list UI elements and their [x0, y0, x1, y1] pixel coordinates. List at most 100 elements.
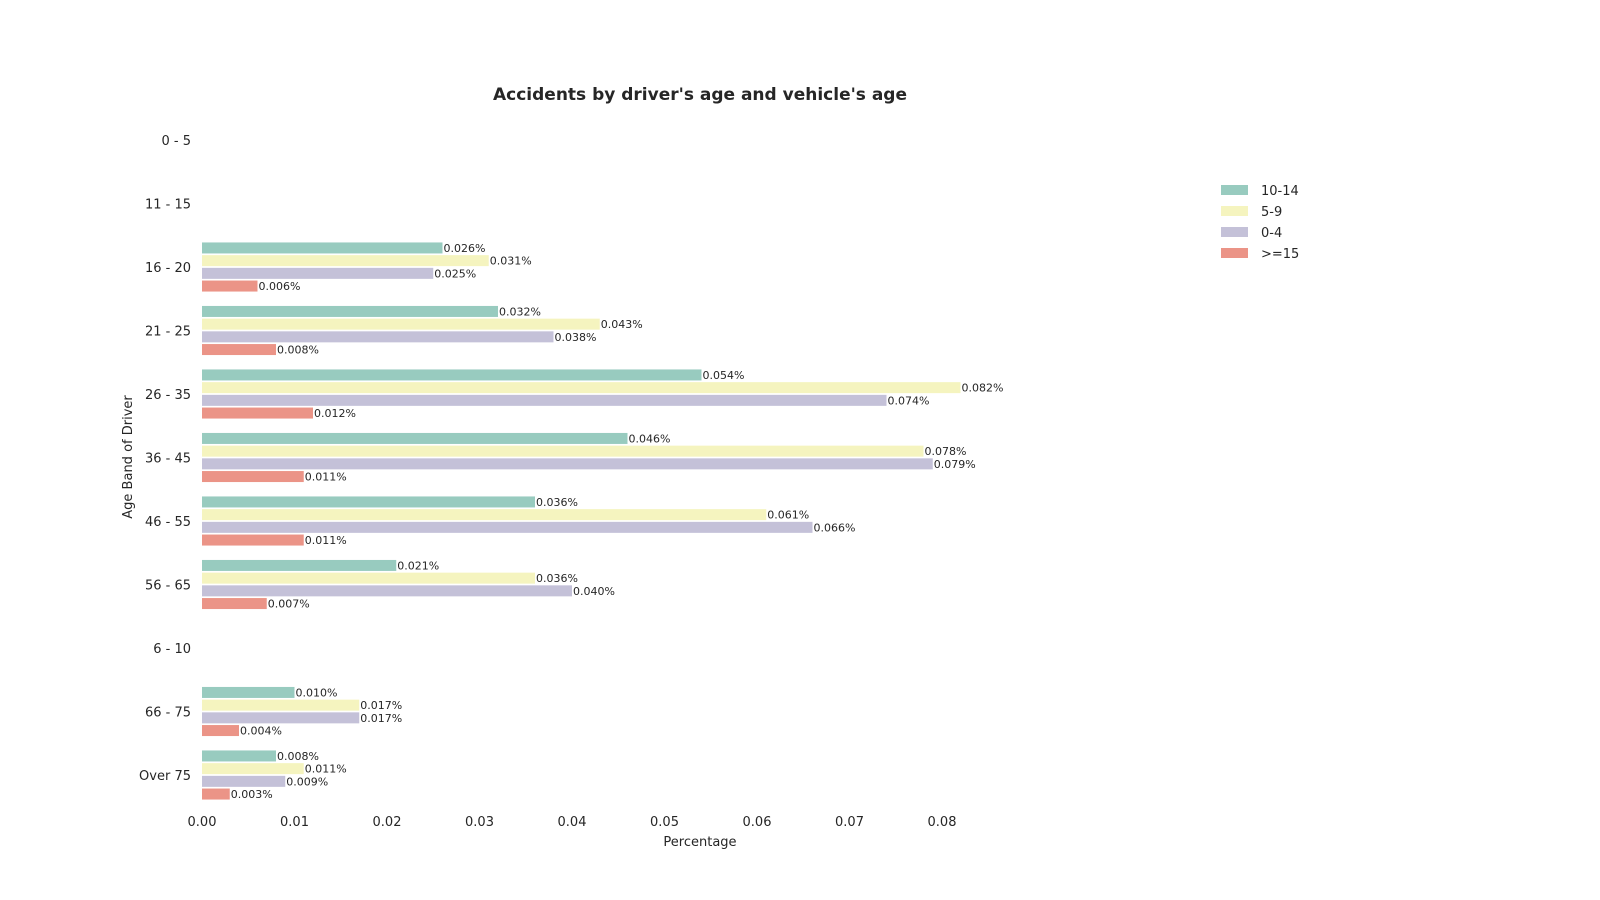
y-tick-label: 21 - 25	[145, 325, 191, 340]
bar-value-label: 0.082%	[962, 382, 1004, 395]
x-tick-label: 0.07	[835, 815, 864, 830]
bar-value-label: 0.032%	[499, 305, 541, 318]
bar	[202, 255, 489, 267]
x-tick-label: 0.06	[743, 815, 772, 830]
y-tick-label: 36 - 45	[145, 452, 191, 467]
bar-labels: 0.026% 0.031% 0.025% 0.006% 0.032% 0.043% 0.03…	[231, 242, 1004, 801]
bar-value-label: 0.031%	[490, 255, 532, 268]
bar	[202, 496, 535, 508]
bar-value-label: 0.017%	[360, 699, 402, 712]
bar-value-label: 0.003%	[231, 788, 273, 801]
x-axis-label: Percentage	[663, 835, 736, 850]
bar-value-label: 0.036%	[536, 572, 578, 585]
bar	[202, 458, 933, 470]
bar	[202, 598, 267, 610]
bars	[202, 242, 961, 800]
bar-value-label: 0.010%	[296, 686, 338, 699]
bar	[202, 788, 230, 800]
bar-value-label: 0.061%	[767, 509, 809, 522]
bar	[202, 572, 535, 584]
y-tick-label: 26 - 35	[145, 388, 191, 403]
bar	[202, 725, 239, 737]
bar-value-label: 0.008%	[277, 344, 319, 357]
bar	[202, 344, 276, 356]
bar	[202, 750, 276, 762]
bar	[202, 445, 924, 457]
bar-value-label: 0.054%	[703, 369, 745, 382]
bar-value-label: 0.074%	[888, 394, 930, 407]
y-tick-label: 11 - 15	[145, 198, 191, 213]
y-axis-label: Age Band of Driver	[121, 395, 136, 519]
y-tick-label: 6 - 10	[153, 642, 191, 657]
bar-value-label: 0.008%	[277, 750, 319, 763]
bar-value-label: 0.038%	[555, 331, 597, 344]
bar	[202, 712, 360, 724]
bar	[202, 559, 397, 571]
y-tick-label: Over 75	[139, 769, 191, 784]
bar-value-label: 0.006%	[259, 280, 301, 293]
y-axis-ticks: 0 - 5 11 - 15 16 - 20 21 - 25 26 - 35 36 - 45…	[139, 134, 191, 784]
x-tick-label: 0.05	[650, 815, 679, 830]
bar-value-label: 0.079%	[934, 458, 976, 471]
legend: 10-14 5-9 0-4 >=15	[1221, 184, 1299, 262]
bar-value-label: 0.046%	[629, 432, 671, 445]
bar	[202, 280, 258, 292]
chart-title: Accidents by driver's age and vehicle's …	[493, 85, 907, 105]
bar-value-label: 0.012%	[314, 407, 356, 420]
bar	[202, 394, 887, 406]
x-tick-label: 0.03	[465, 815, 494, 830]
bar	[202, 775, 286, 787]
bar	[202, 585, 572, 597]
bar-value-label: 0.025%	[434, 267, 476, 280]
x-tick-label: 0.00	[188, 815, 217, 830]
legend-label: >=15	[1261, 247, 1299, 262]
bar	[202, 763, 304, 775]
bar	[202, 369, 702, 381]
bar	[202, 267, 434, 279]
y-tick-label: 66 - 75	[145, 706, 191, 721]
bar-value-label: 0.009%	[286, 775, 328, 788]
legend-swatch	[1221, 185, 1248, 195]
x-tick-label: 0.04	[558, 815, 587, 830]
y-tick-label: 0 - 5	[162, 134, 192, 149]
bar-value-label: 0.021%	[397, 559, 439, 572]
y-tick-label: 56 - 65	[145, 579, 191, 594]
legend-label: 10-14	[1261, 184, 1299, 199]
bar	[202, 331, 554, 343]
x-tick-label: 0.01	[280, 815, 309, 830]
bar	[202, 432, 628, 444]
bar-value-label: 0.011%	[305, 763, 347, 776]
bar-value-label: 0.040%	[573, 585, 615, 598]
bar	[202, 242, 443, 254]
x-axis-ticks: 0.00 0.01 0.02 0.03 0.04 0.05 0.06 0.07 0.08	[188, 815, 957, 830]
bar	[202, 699, 360, 711]
bar	[202, 686, 295, 698]
legend-swatch	[1221, 206, 1248, 216]
bar-value-label: 0.026%	[444, 242, 486, 255]
bar-value-label: 0.078%	[925, 445, 967, 458]
x-tick-label: 0.08	[928, 815, 957, 830]
bar	[202, 471, 304, 483]
y-tick-label: 46 - 55	[145, 515, 191, 530]
bar-value-label: 0.036%	[536, 496, 578, 509]
y-tick-label: 16 - 20	[145, 261, 191, 276]
x-tick-label: 0.02	[373, 815, 402, 830]
bar	[202, 382, 961, 394]
bar	[202, 305, 498, 317]
bar-value-label: 0.066%	[814, 521, 856, 534]
legend-label: 0-4	[1261, 226, 1282, 241]
legend-label: 5-9	[1261, 205, 1282, 220]
bar-value-label: 0.017%	[360, 712, 402, 725]
legend-swatch	[1221, 248, 1248, 258]
bar	[202, 521, 813, 533]
bar	[202, 407, 313, 419]
bar-value-label: 0.043%	[601, 318, 643, 331]
bar-value-label: 0.011%	[305, 534, 347, 547]
bar-value-label: 0.011%	[305, 471, 347, 484]
legend-swatch	[1221, 227, 1248, 237]
bar-value-label: 0.004%	[240, 725, 282, 738]
bar-value-label: 0.007%	[268, 598, 310, 611]
bar	[202, 509, 767, 521]
